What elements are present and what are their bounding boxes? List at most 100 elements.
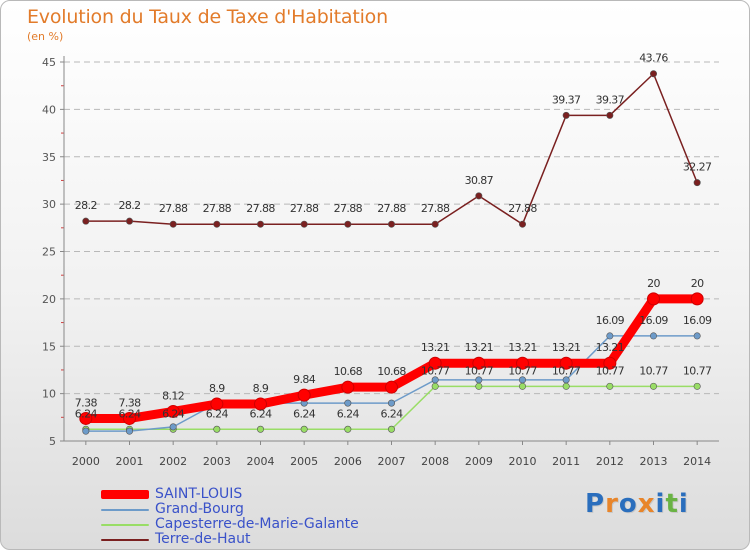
data-label: 28.2 (75, 199, 97, 212)
legend-swatch (101, 508, 149, 511)
data-label: 10.77 (683, 364, 712, 377)
legend-label: Terre-de-Haut (155, 531, 251, 547)
data-label: 10.68 (377, 365, 406, 378)
data-point (82, 427, 90, 435)
data-label: 13.21 (465, 341, 494, 354)
data-label: 8.12 (162, 389, 184, 402)
y-tick-label: 20 (42, 293, 56, 306)
data-point (559, 356, 573, 370)
data-point (649, 70, 657, 78)
logo-letter: t (665, 489, 679, 519)
data-point (387, 220, 395, 228)
logo-letter: i (655, 489, 666, 519)
data-label: 10.77 (552, 364, 581, 377)
x-tick-label: 2006 (334, 455, 362, 468)
data-point (169, 220, 177, 228)
legend-item: Capesterre-de-Marie-Galante (101, 517, 359, 532)
y-tick-label: 25 (42, 246, 56, 259)
x-tick-label: 2013 (640, 455, 668, 468)
data-point (341, 380, 355, 394)
data-point (475, 192, 483, 200)
data-label: 30.87 (465, 174, 494, 187)
data-point (518, 376, 526, 384)
x-tick-label: 2000 (72, 455, 100, 468)
data-point (606, 382, 614, 390)
data-point (344, 399, 352, 407)
legend-label: Capesterre-de-Marie-Galante (155, 516, 359, 532)
data-point (693, 332, 701, 340)
y-tick-label: 15 (42, 340, 56, 353)
data-point (428, 356, 442, 370)
data-point (79, 411, 93, 425)
data-label: 6.24 (293, 407, 316, 420)
data-label: 27.88 (159, 202, 188, 215)
data-label: 8.9 (209, 382, 225, 395)
legend-item: Grand-Bourg (101, 502, 359, 517)
logo-letter: x (637, 489, 656, 519)
chart-title: Evolution du Taux de Taxe d'Habitation (27, 6, 388, 28)
data-label: 43.76 (639, 52, 668, 65)
data-label: 10.77 (596, 364, 625, 377)
legend-swatch (101, 523, 149, 526)
data-point (518, 382, 526, 390)
data-label: 27.88 (246, 202, 275, 215)
data-point (385, 380, 398, 394)
data-point (210, 397, 224, 411)
data-point (516, 356, 529, 370)
data-label: 6.24 (337, 407, 360, 420)
data-point (297, 388, 311, 402)
data-label: 16.09 (683, 314, 712, 327)
data-label: 7.38 (75, 396, 98, 409)
data-label: 27.88 (377, 202, 406, 215)
data-point (431, 382, 439, 390)
data-point (344, 220, 352, 228)
x-tick-label: 2004 (247, 455, 275, 468)
data-point (213, 220, 221, 228)
data-point (431, 220, 439, 228)
x-tick-label: 2012 (596, 455, 624, 468)
legend-label: Grand-Bourg (155, 501, 244, 517)
data-point (166, 404, 180, 418)
legend-swatch (101, 490, 149, 499)
data-point (126, 217, 134, 225)
data-point (562, 382, 570, 390)
data-point (518, 220, 526, 228)
data-point (472, 356, 486, 370)
data-label: 20 (647, 277, 660, 290)
y-tick-label: 10 (42, 388, 56, 401)
data-point (300, 425, 308, 433)
data-label: 10.77 (639, 364, 668, 377)
x-tick-label: 2014 (683, 455, 711, 468)
data-label: 13.21 (421, 341, 450, 354)
data-point (475, 376, 483, 384)
data-point (82, 217, 90, 225)
data-label: 10.77 (508, 364, 537, 377)
x-tick-label: 2008 (421, 455, 449, 468)
data-label: 7.38 (118, 396, 141, 409)
logo-letter: P (585, 489, 606, 519)
data-label: 10.77 (421, 364, 450, 377)
data-label: 27.88 (203, 202, 232, 215)
data-point (387, 399, 395, 407)
logo-letter: r (605, 489, 619, 519)
data-point (256, 425, 264, 433)
data-point (344, 425, 352, 433)
legend-item: Terre-de-Haut (101, 532, 359, 547)
data-label: 20 (691, 277, 704, 290)
data-label: 16.09 (639, 314, 668, 327)
data-point (256, 220, 264, 228)
data-label: 10.77 (465, 364, 494, 377)
data-label: 27.88 (421, 202, 450, 215)
data-label: 27.88 (290, 202, 319, 215)
data-point (693, 179, 701, 187)
data-point (475, 382, 483, 390)
proxiti-logo: Proxiti (585, 489, 689, 519)
data-point (649, 382, 657, 390)
data-label: 6.24 (162, 407, 185, 420)
y-tick-label: 35 (42, 151, 56, 164)
data-point (213, 425, 221, 433)
data-point (606, 111, 614, 119)
y-tick-label: 30 (42, 198, 56, 211)
